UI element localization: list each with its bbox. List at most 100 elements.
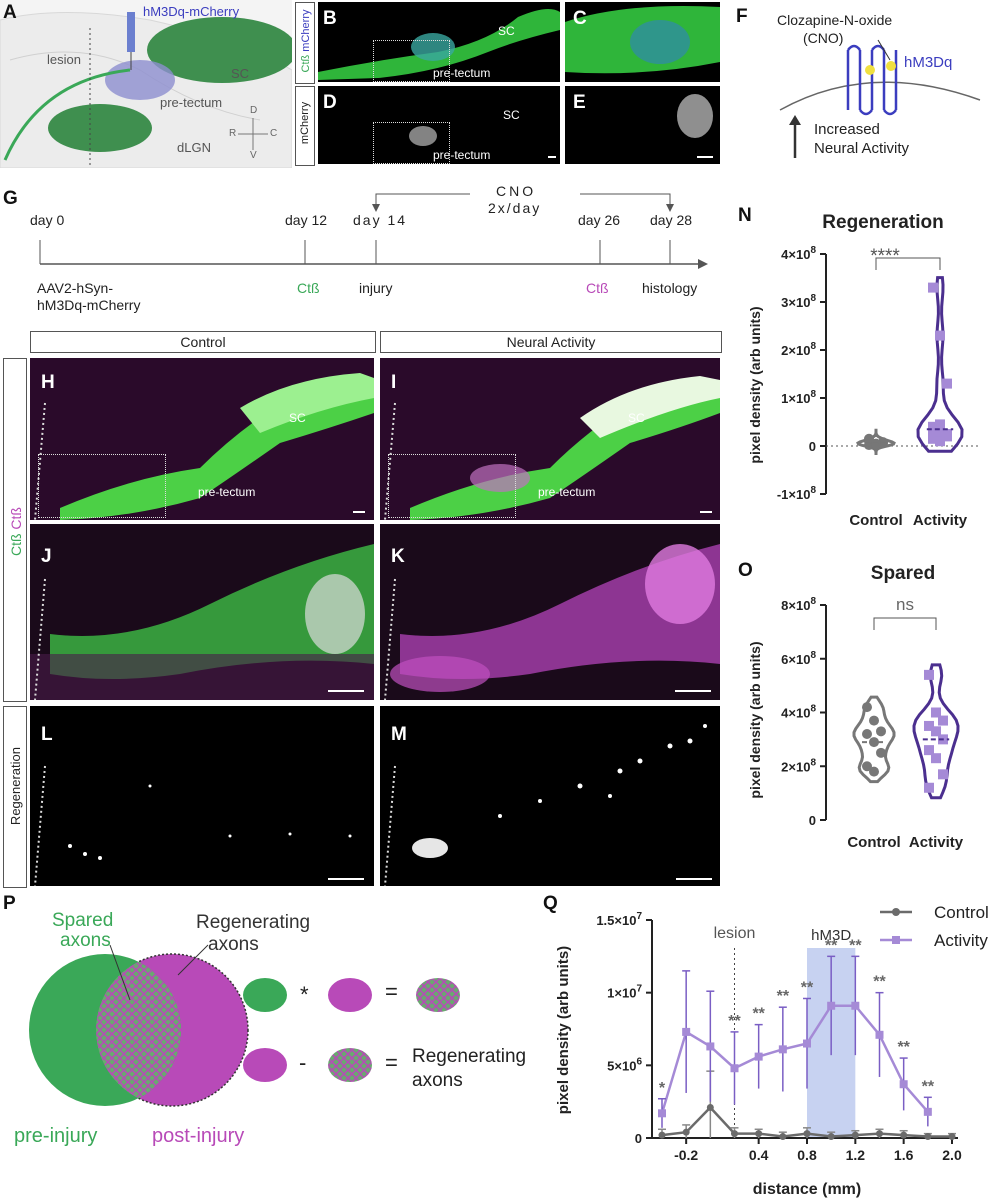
data-point [931, 753, 941, 764]
chart-title: Regeneration [822, 212, 943, 233]
micrograph-b: B SC pre-tectum [318, 2, 560, 82]
data-point [869, 715, 879, 726]
scale-bar [548, 156, 556, 158]
data-point [862, 702, 872, 713]
equals-op-2: = [385, 1050, 398, 1075]
y-axis-label: pixel density (arb units) [747, 306, 763, 463]
lesion-label: lesion [714, 925, 756, 942]
data-point [935, 436, 945, 447]
scale-bar [675, 690, 711, 692]
panel-label: A [3, 2, 17, 23]
data-point [803, 1039, 811, 1048]
spared-label-2: axons [60, 930, 111, 951]
data-point [928, 433, 938, 444]
regen-label-2: axons [208, 934, 259, 955]
data-point [682, 1027, 691, 1036]
x-tick-label: Activity [909, 834, 964, 851]
significance-label: **** [870, 246, 900, 267]
violin-outline [852, 695, 896, 784]
y-tick-label: 8×108 [781, 596, 816, 613]
sc-label: SC [498, 24, 515, 38]
side-mcherry-bottom: mCherry [299, 101, 311, 145]
magenta-oval-2 [243, 1048, 287, 1082]
equals-op-1: = [385, 979, 398, 1004]
scale-bar [328, 878, 364, 880]
optic-tract [3, 68, 131, 161]
x-tick-label: 1.6 [894, 1147, 914, 1163]
scale-bar [700, 511, 712, 513]
multiply-op: * [300, 982, 309, 1007]
legend-label: Control [934, 903, 989, 922]
significance-marker: ** [728, 1013, 741, 1030]
significance-marker: ** [825, 937, 838, 954]
panel-label: Q [543, 893, 558, 914]
panel-label: H [41, 372, 55, 393]
data-point [779, 1133, 787, 1141]
dlgn-shape [48, 104, 152, 152]
legend-marker [892, 936, 900, 944]
pretectum-label: pre-tectum [433, 148, 491, 162]
significance-marker: ** [922, 1078, 935, 1095]
data-point [827, 1001, 836, 1010]
side-label-mcherry: mCherry [295, 86, 315, 166]
sc-label: SC [231, 66, 250, 81]
significance-marker: ** [897, 1039, 910, 1056]
pretectum-shape [105, 60, 175, 100]
virus-line-1: AAV2-hSyn- [37, 280, 113, 296]
chart-title: Spared [871, 563, 935, 584]
y-tick-label: 6×108 [781, 650, 816, 667]
data-point [658, 1131, 666, 1139]
micrograph-d: D SC pre-tectum [318, 86, 560, 164]
violin-outline [912, 663, 960, 800]
data-point [935, 330, 945, 341]
lesion-label: lesion [47, 52, 81, 67]
side-regen-text: Regeneration [8, 747, 23, 826]
pretectum-label: pre-tectum [160, 95, 223, 110]
y-tick-label: 2×108 [781, 341, 816, 358]
panel-a: A hM3Dq-mCherry lesion SC pre-tectum dLG… [0, 0, 292, 168]
result-label-2: axons [412, 1070, 463, 1091]
significance-label: ns [896, 595, 914, 614]
data-point [851, 1001, 860, 1010]
data-point [827, 1133, 835, 1141]
cno-frequency: 2x/day [488, 200, 542, 216]
data-point [851, 1131, 859, 1139]
x-tick-label: 2.0 [942, 1147, 962, 1163]
header-activity: Neural Activity [380, 331, 722, 353]
magenta-oval [328, 978, 372, 1012]
histology-label: histology [642, 280, 698, 296]
y-tick-label: -1×108 [777, 485, 817, 502]
data-point [935, 426, 945, 437]
data-point [755, 1130, 763, 1138]
virus-label: hM3Dq-mCherry [143, 4, 240, 19]
side-ctb-text: Ctß [300, 54, 312, 73]
panel-label: B [323, 8, 337, 29]
side-label-regen: Regeneration [3, 706, 27, 888]
overlap-region [96, 954, 181, 1106]
y-tick-label: 0 [635, 1131, 642, 1146]
minus-op: - [299, 1050, 307, 1075]
x-tick-label: -0.2 [674, 1147, 698, 1163]
data-point [862, 761, 872, 772]
data-point [942, 378, 952, 389]
panel-label: I [391, 372, 397, 393]
cno-label: Clozapine-N-oxide [777, 12, 893, 28]
dir-c: C [270, 128, 278, 139]
ctb-green: Ctß [297, 280, 320, 296]
y-tick-label: 0 [809, 439, 816, 454]
x-tick-label: Control [849, 512, 902, 529]
dreadd-schematic [779, 39, 981, 158]
y-tick-label: 0 [809, 813, 816, 828]
data-point [931, 726, 941, 737]
significance-bracket [875, 257, 941, 270]
panel-label: N [738, 205, 752, 226]
y-tick-label: 1×108 [781, 389, 816, 406]
arrow-label-2: Neural Activity [814, 140, 910, 157]
dlgn-label: dLGN [177, 140, 211, 155]
x-tick-label: Control [847, 834, 900, 851]
data-point [778, 1045, 787, 1054]
regen-label-1: Regenerating [196, 912, 311, 933]
x-tick-label: 1.2 [846, 1147, 866, 1163]
scale-bar [328, 690, 364, 692]
dir-d: D [250, 105, 258, 116]
